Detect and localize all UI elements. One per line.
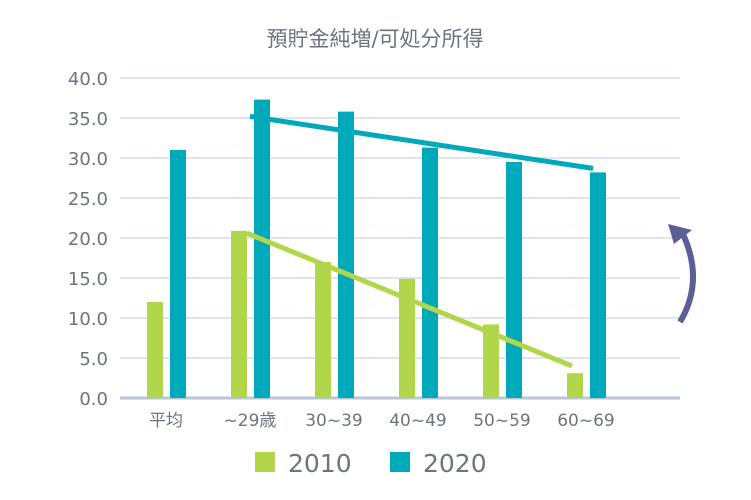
bar-2020-1: [254, 99, 270, 398]
y-tick-label: 10.0: [68, 309, 108, 330]
y-tick-label: 30.0: [68, 149, 108, 170]
bar-2020-2: [338, 111, 354, 398]
bar-2020-3: [422, 147, 438, 398]
trend-line-2020: [249, 113, 594, 171]
x-tick-label: 30~39: [305, 411, 363, 431]
bar-2010-5: [567, 373, 583, 398]
bar-2020-0: [170, 150, 186, 398]
bar-2010-2: [315, 262, 331, 398]
bar-2010-0: [147, 302, 163, 398]
bar-2010-4: [483, 324, 499, 398]
y-tick-label: 0.0: [79, 389, 108, 410]
arrow-head-icon: [668, 224, 692, 244]
bar-2020-5: [590, 172, 606, 398]
legend-label-2010: 2010: [288, 449, 352, 478]
bar-2010-1: [231, 230, 247, 398]
chart-title: 預貯金純増/可処分所得: [266, 27, 483, 51]
y-tick-label: 25.0: [68, 189, 108, 210]
x-tick-label: 50~59: [473, 411, 531, 431]
y-tick-label: 20.0: [68, 229, 108, 250]
trend-line-2010: [246, 230, 573, 369]
x-tick-label: ~29歳: [224, 411, 277, 431]
x-tick-label: 60~69: [557, 411, 615, 431]
bar-2010-3: [399, 278, 415, 398]
y-tick-label: 40.0: [68, 69, 108, 90]
y-tick-label: 5.0: [79, 349, 108, 370]
x-tick-label: 40~49: [389, 411, 447, 431]
legend: 2010 2020: [255, 449, 487, 478]
legend-swatch-2010: [255, 452, 275, 472]
x-tick-label: 平均: [149, 411, 183, 431]
bar-2020-4: [506, 162, 522, 398]
curved-arrow-icon: [677, 230, 696, 324]
legend-swatch-2020: [390, 452, 410, 472]
y-tick-label: 15.0: [68, 269, 108, 290]
legend-label-2020: 2020: [423, 449, 487, 478]
y-tick-label: 35.0: [68, 109, 108, 130]
